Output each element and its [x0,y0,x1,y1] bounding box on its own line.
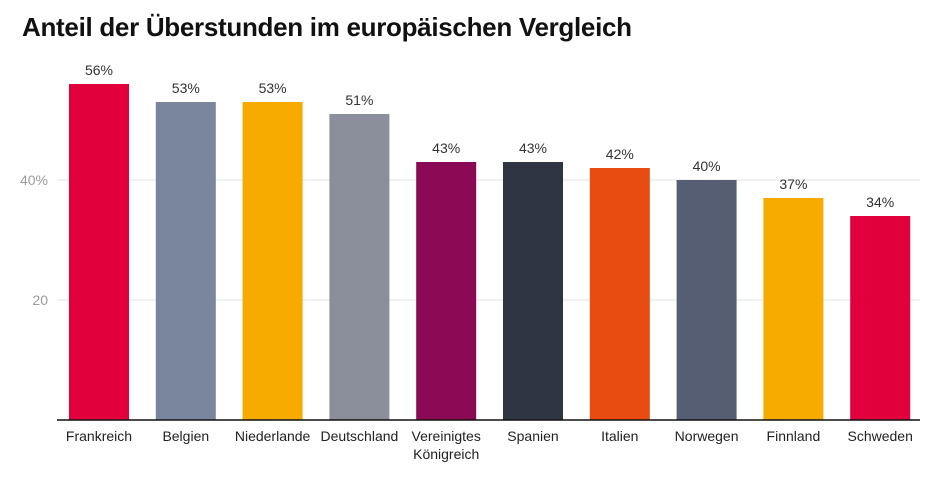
bar-2 [242,102,303,420]
bar-5 [503,162,563,420]
x-tick-label: Deutschland [320,428,398,444]
x-tick-label: Finnland [767,428,821,444]
x-tick-label-line: Spanien [507,428,558,444]
x-tick-label: Spanien [507,428,558,444]
bar-7 [676,180,737,420]
bar-8 [763,198,824,420]
value-labels: 56% 53% 53% 51% 43% 43% 42% 40% 37% 34% [85,62,894,210]
bar-6 [589,168,650,420]
value-label: 51% [345,92,373,108]
value-label: 34% [866,194,894,210]
x-tick-label-line: Italien [601,428,638,444]
bar-1 [155,102,216,420]
y-tick-label: 40% [20,172,48,188]
x-tick-label: Norwegen [675,428,739,444]
axes: 20 40% Frankreich Belgien Niederlande Deutsch… [20,172,920,462]
value-label: 53% [259,80,287,96]
x-tick-label-line: Belgien [162,428,209,444]
bar-0 [69,84,129,420]
x-tick-label: Schweden [848,428,913,444]
x-tick-label: Vereinigtes Königreich [412,428,481,462]
bar-9 [850,216,911,420]
x-tick-label-line: Vereinigtes [412,428,481,444]
x-tick-label: Frankreich [66,428,132,444]
value-label: 42% [606,146,634,162]
x-tick-label-line: Niederlande [235,428,311,444]
x-tick-label-line: Frankreich [66,428,132,444]
value-label: 43% [432,140,460,156]
value-label: 37% [779,176,807,192]
x-tick-label-line: Norwegen [675,428,739,444]
value-label: 43% [519,140,547,156]
x-tick-label-line: Finnland [767,428,821,444]
value-label: 53% [172,80,200,96]
y-tick-label: 20 [32,292,48,308]
x-tick-label: Belgien [162,428,209,444]
value-label: 56% [85,62,113,78]
x-tick-label-line: Schweden [848,428,913,444]
x-tick-label: Niederlande [235,428,311,444]
bar-4 [416,162,477,420]
x-tick-label-line: Königreich [413,446,479,462]
value-label: 40% [693,158,721,174]
bars [69,84,911,420]
chart-title: Anteil der Überstunden im europäischen V… [22,12,632,42]
bar-3 [329,114,390,420]
x-tick-label: Italien [601,428,638,444]
x-tick-label-line: Deutschland [320,428,398,444]
